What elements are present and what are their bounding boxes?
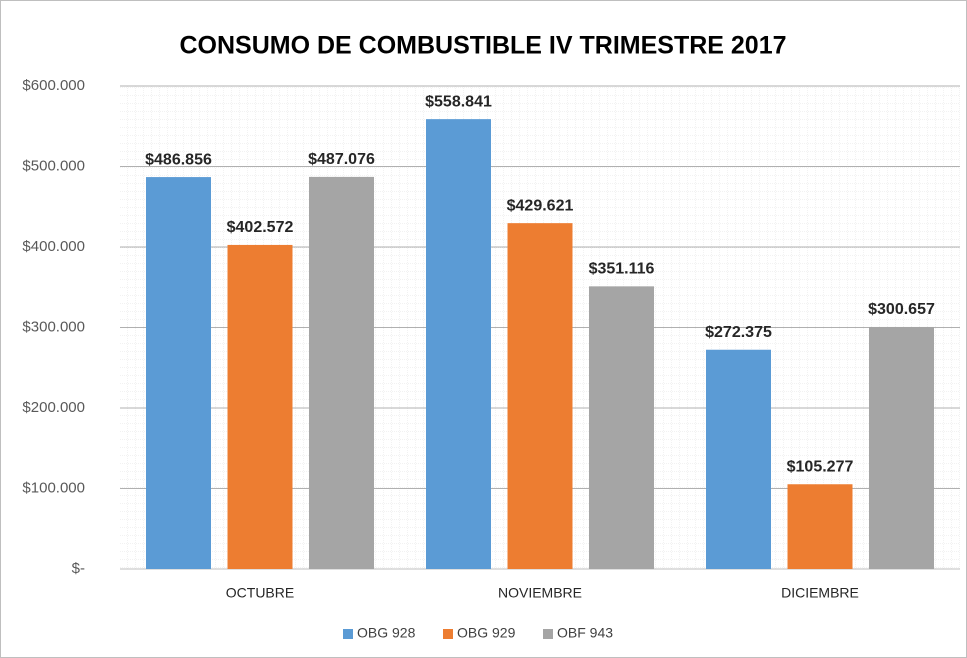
- data-label: $558.841: [425, 93, 492, 110]
- bar: [146, 177, 211, 569]
- y-tick-label: $500.000: [22, 157, 85, 174]
- legend-label: OBG 929: [457, 625, 516, 641]
- y-tick-label: $300.000: [22, 318, 85, 335]
- bar: [787, 484, 853, 569]
- bar: [426, 119, 491, 569]
- y-tick-label: $400.000: [22, 238, 85, 255]
- data-label: $487.076: [308, 151, 375, 168]
- x-tick-label: DICIEMBRE: [781, 585, 859, 601]
- legend-swatch: [543, 629, 553, 639]
- data-label: $272.375: [705, 324, 772, 341]
- bar: [706, 349, 771, 569]
- data-label: $486.856: [145, 151, 212, 168]
- bar: [589, 286, 654, 569]
- data-label: $429.621: [507, 197, 574, 214]
- bar: [227, 244, 293, 569]
- bar: [309, 176, 374, 570]
- legend-swatch: [343, 629, 353, 639]
- x-tick-label: OCTUBRE: [226, 585, 294, 601]
- bar: [507, 223, 573, 569]
- data-label: $402.572: [227, 219, 294, 236]
- legend-label: OBG 928: [357, 625, 416, 641]
- y-tick-label: $-: [72, 560, 85, 577]
- y-tick-label: $100.000: [22, 479, 85, 496]
- data-label: $351.116: [589, 261, 655, 278]
- x-tick-label: NOVIEMBRE: [498, 585, 582, 601]
- bar: [869, 326, 934, 569]
- legend-swatch: [443, 629, 453, 639]
- data-label: $300.657: [868, 301, 935, 318]
- y-tick-label: $600.000: [22, 77, 85, 94]
- y-tick-label: $200.000: [22, 399, 85, 416]
- legend-label: OBF 943: [557, 625, 613, 641]
- data-label: $105.277: [787, 458, 854, 475]
- chart-title: CONSUMO DE COMBUSTIBLE IV TRIMESTRE 2017: [179, 32, 786, 60]
